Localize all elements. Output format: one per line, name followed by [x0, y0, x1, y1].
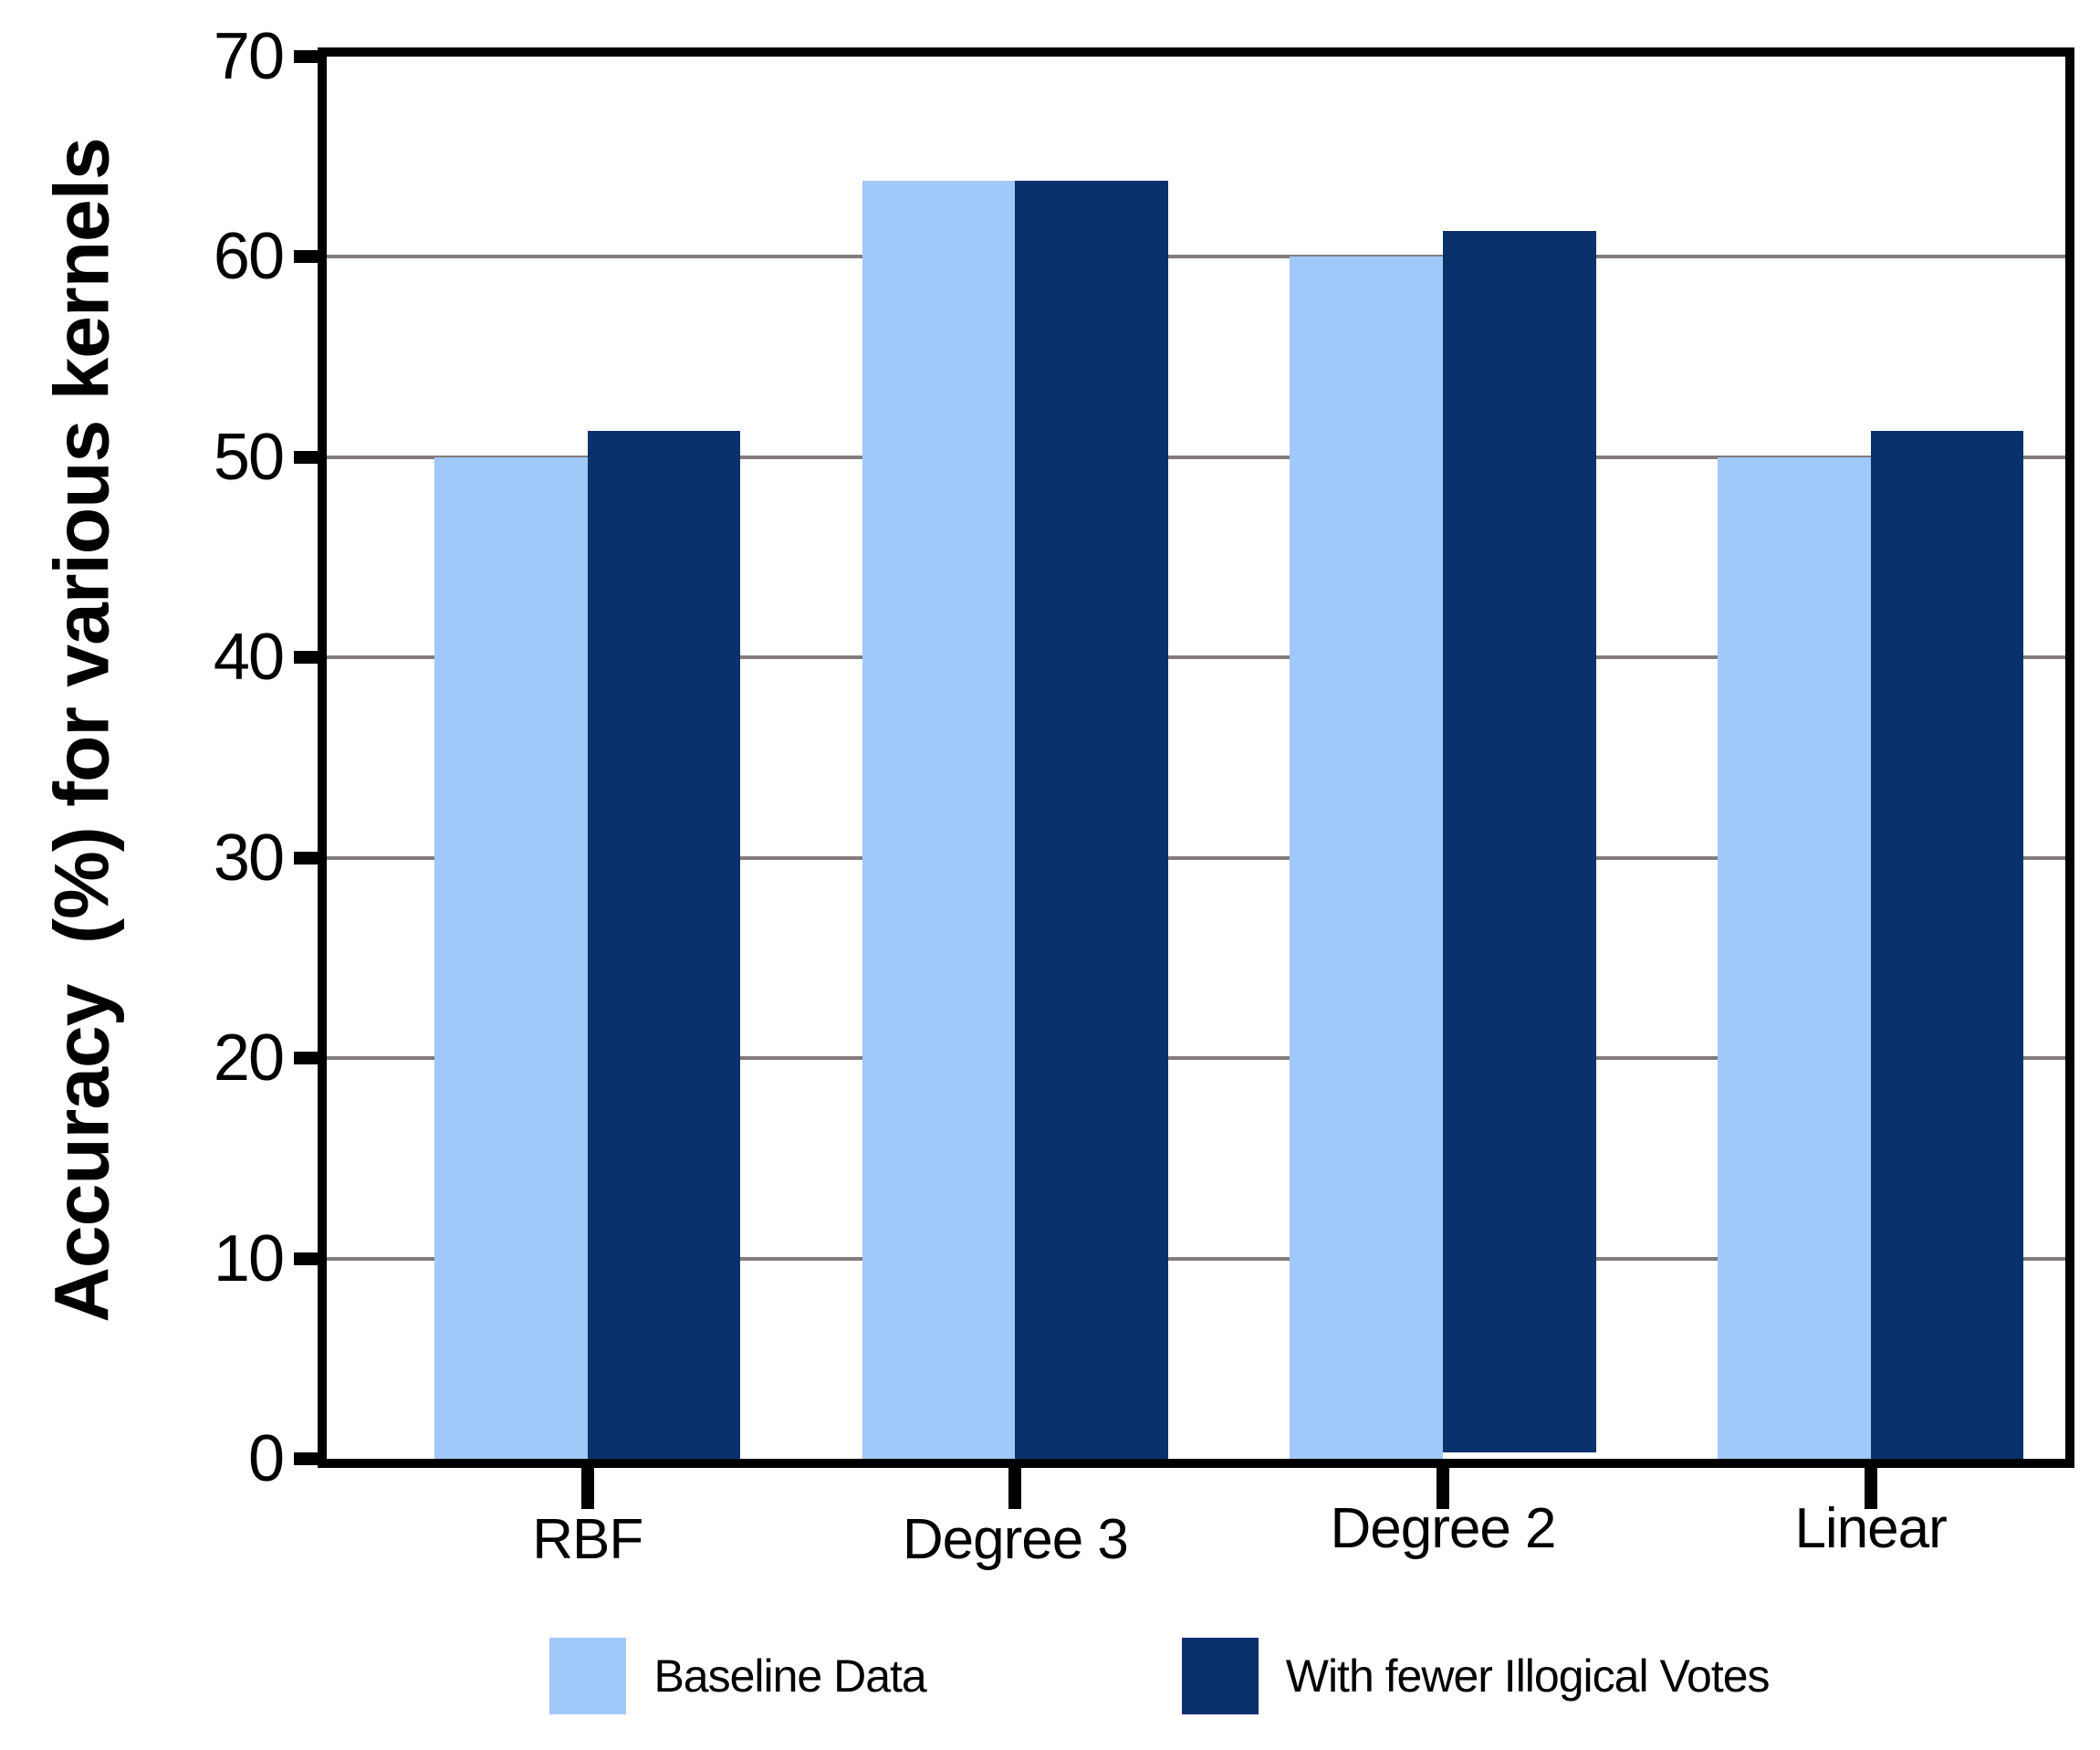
y-axis-tick-40	[294, 651, 327, 665]
x-axis-tick-0	[580, 1468, 594, 1509]
category-label-0: RBF	[532, 1508, 643, 1571]
bar-fewer-votes-linear	[1870, 431, 2024, 1459]
bar-baseline-degree-3	[862, 181, 1016, 1459]
bar-baseline-degree-2	[1290, 257, 1443, 1459]
legend-label-1: With fewer Illogical Votes	[1285, 1650, 1771, 1702]
legend-swatch-0	[549, 1638, 627, 1714]
x-axis-tick-1	[1008, 1468, 1022, 1509]
plot-area	[318, 47, 2074, 1468]
legend: Baseline Data With fewer Illogical Votes	[0, 1638, 2100, 1714]
gridline-y-40	[327, 655, 2065, 660]
y-axis-tick-label-10: 10	[213, 1221, 285, 1295]
y-axis-tick-label-70: 70	[213, 20, 285, 93]
x-axis-tick-3	[1864, 1468, 1877, 1509]
y-axis-tick-label-20: 20	[213, 1022, 285, 1095]
y-axis-title: Accuracy (%) for various kernels	[38, 138, 125, 1323]
category-label-2: Degree 2	[1330, 1497, 1556, 1560]
x-axis-tick-2	[1437, 1468, 1449, 1509]
legend-swatch-1	[1181, 1638, 1259, 1714]
y-axis-tick-label-40: 40	[213, 621, 285, 695]
gridline-y-30	[327, 855, 2065, 860]
bar-baseline-rbf	[434, 456, 588, 1459]
y-axis-tick-30	[294, 851, 327, 865]
y-axis-tick-70	[294, 50, 327, 63]
gridline-y-20	[327, 1056, 2065, 1061]
y-axis-tick-label-50: 50	[213, 420, 285, 494]
y-axis-tick-10	[294, 1252, 327, 1265]
y-axis-tick-label-60: 60	[213, 220, 285, 294]
y-axis-tick-20	[294, 1052, 327, 1065]
category-label-3: Linear	[1794, 1497, 1947, 1560]
bar-fewer-votes-rbf	[587, 431, 741, 1459]
gridline-y-50	[327, 455, 2065, 459]
bar-fewer-votes-degree-2	[1443, 230, 1596, 1453]
y-axis-tick-50	[294, 450, 327, 464]
y-axis-tick-60	[294, 250, 327, 264]
y-axis-tick-label-30: 30	[213, 821, 285, 895]
gridline-y-10	[327, 1256, 2065, 1261]
y-axis-tick-0	[294, 1452, 327, 1465]
legend-label-0: Baseline Data	[653, 1650, 926, 1702]
category-label-1: Degree 3	[902, 1508, 1129, 1571]
y-axis-tick-label-0: 0	[247, 1422, 285, 1495]
gridline-y-60	[327, 255, 2065, 259]
legend-item-1: With fewer Illogical Votes	[1181, 1638, 1771, 1714]
bar-fewer-votes-degree-3	[1015, 181, 1168, 1459]
legend-item-0: Baseline Data	[549, 1638, 927, 1714]
bar-baseline-linear	[1718, 456, 1871, 1459]
